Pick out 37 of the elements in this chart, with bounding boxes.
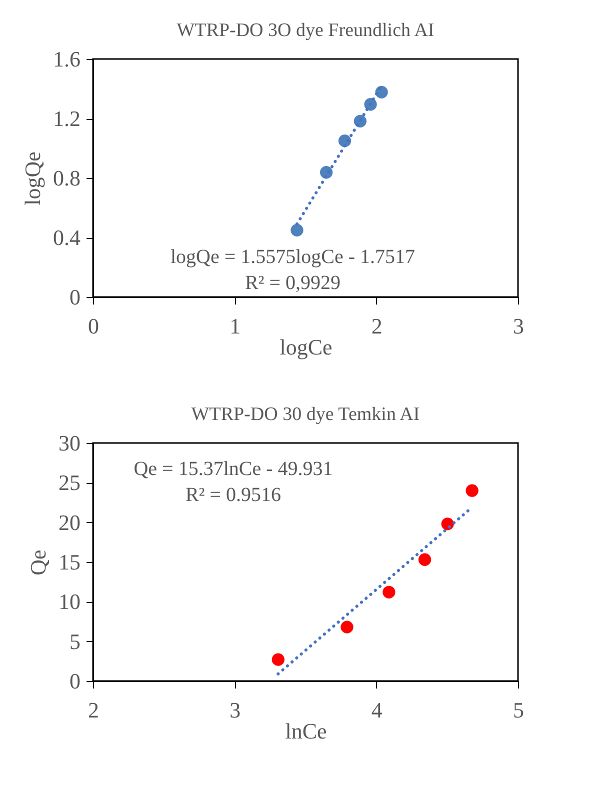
x-tick-label: 3 bbox=[513, 314, 524, 338]
y-tick-label: 0 bbox=[70, 284, 80, 310]
point bbox=[418, 553, 432, 566]
y-tick-label: 0 bbox=[70, 668, 80, 694]
y-tick-label: 20 bbox=[58, 510, 80, 535]
y-tick-label: 5 bbox=[70, 628, 80, 654]
y-tick-label: 1.2 bbox=[53, 106, 80, 131]
x-axis-title: lnCe bbox=[285, 718, 327, 744]
x-tick-label: 4 bbox=[371, 698, 382, 722]
point bbox=[272, 653, 284, 666]
point bbox=[382, 586, 396, 598]
x-tick-label: 2 bbox=[371, 314, 382, 338]
annotation: R² = 0.9516 bbox=[185, 484, 282, 506]
y-tick-label: 10 bbox=[58, 589, 80, 614]
y-tick-label: 15 bbox=[58, 550, 80, 574]
point bbox=[340, 620, 354, 634]
x-tick-label: 3 bbox=[230, 698, 241, 722]
y-tick-label: 25 bbox=[58, 470, 80, 496]
y-tick-label: 0.4 bbox=[53, 225, 80, 250]
x-axis-title: logCe bbox=[280, 334, 332, 360]
x-tick-label: 2 bbox=[88, 698, 99, 722]
annotation: R² = 0,9929 bbox=[244, 272, 341, 294]
x-tick-label: 0 bbox=[88, 314, 99, 338]
y-axis-title: logQe bbox=[20, 152, 45, 206]
x-tick-label: 1 bbox=[230, 314, 241, 338]
y-tick-label: 0.8 bbox=[53, 166, 80, 190]
x-tick-label: 5 bbox=[513, 698, 524, 722]
annotation: logQe = 1.5575logCe - 1.7517 bbox=[170, 246, 416, 268]
point bbox=[441, 518, 454, 530]
y-tick-label: 30 bbox=[58, 430, 80, 456]
y-axis-title: Qe bbox=[26, 550, 50, 576]
annotation: Qe = 15.37lnCe - 49.931 bbox=[134, 458, 333, 480]
chart-title: WTRP-DO 30 dye Temkin AI bbox=[191, 404, 420, 425]
chart-title: WTRP-DO 3O dye Freundlich AI bbox=[176, 20, 434, 41]
point bbox=[290, 224, 304, 237]
point bbox=[466, 484, 478, 497]
y-tick-label: 1.6 bbox=[53, 46, 80, 72]
